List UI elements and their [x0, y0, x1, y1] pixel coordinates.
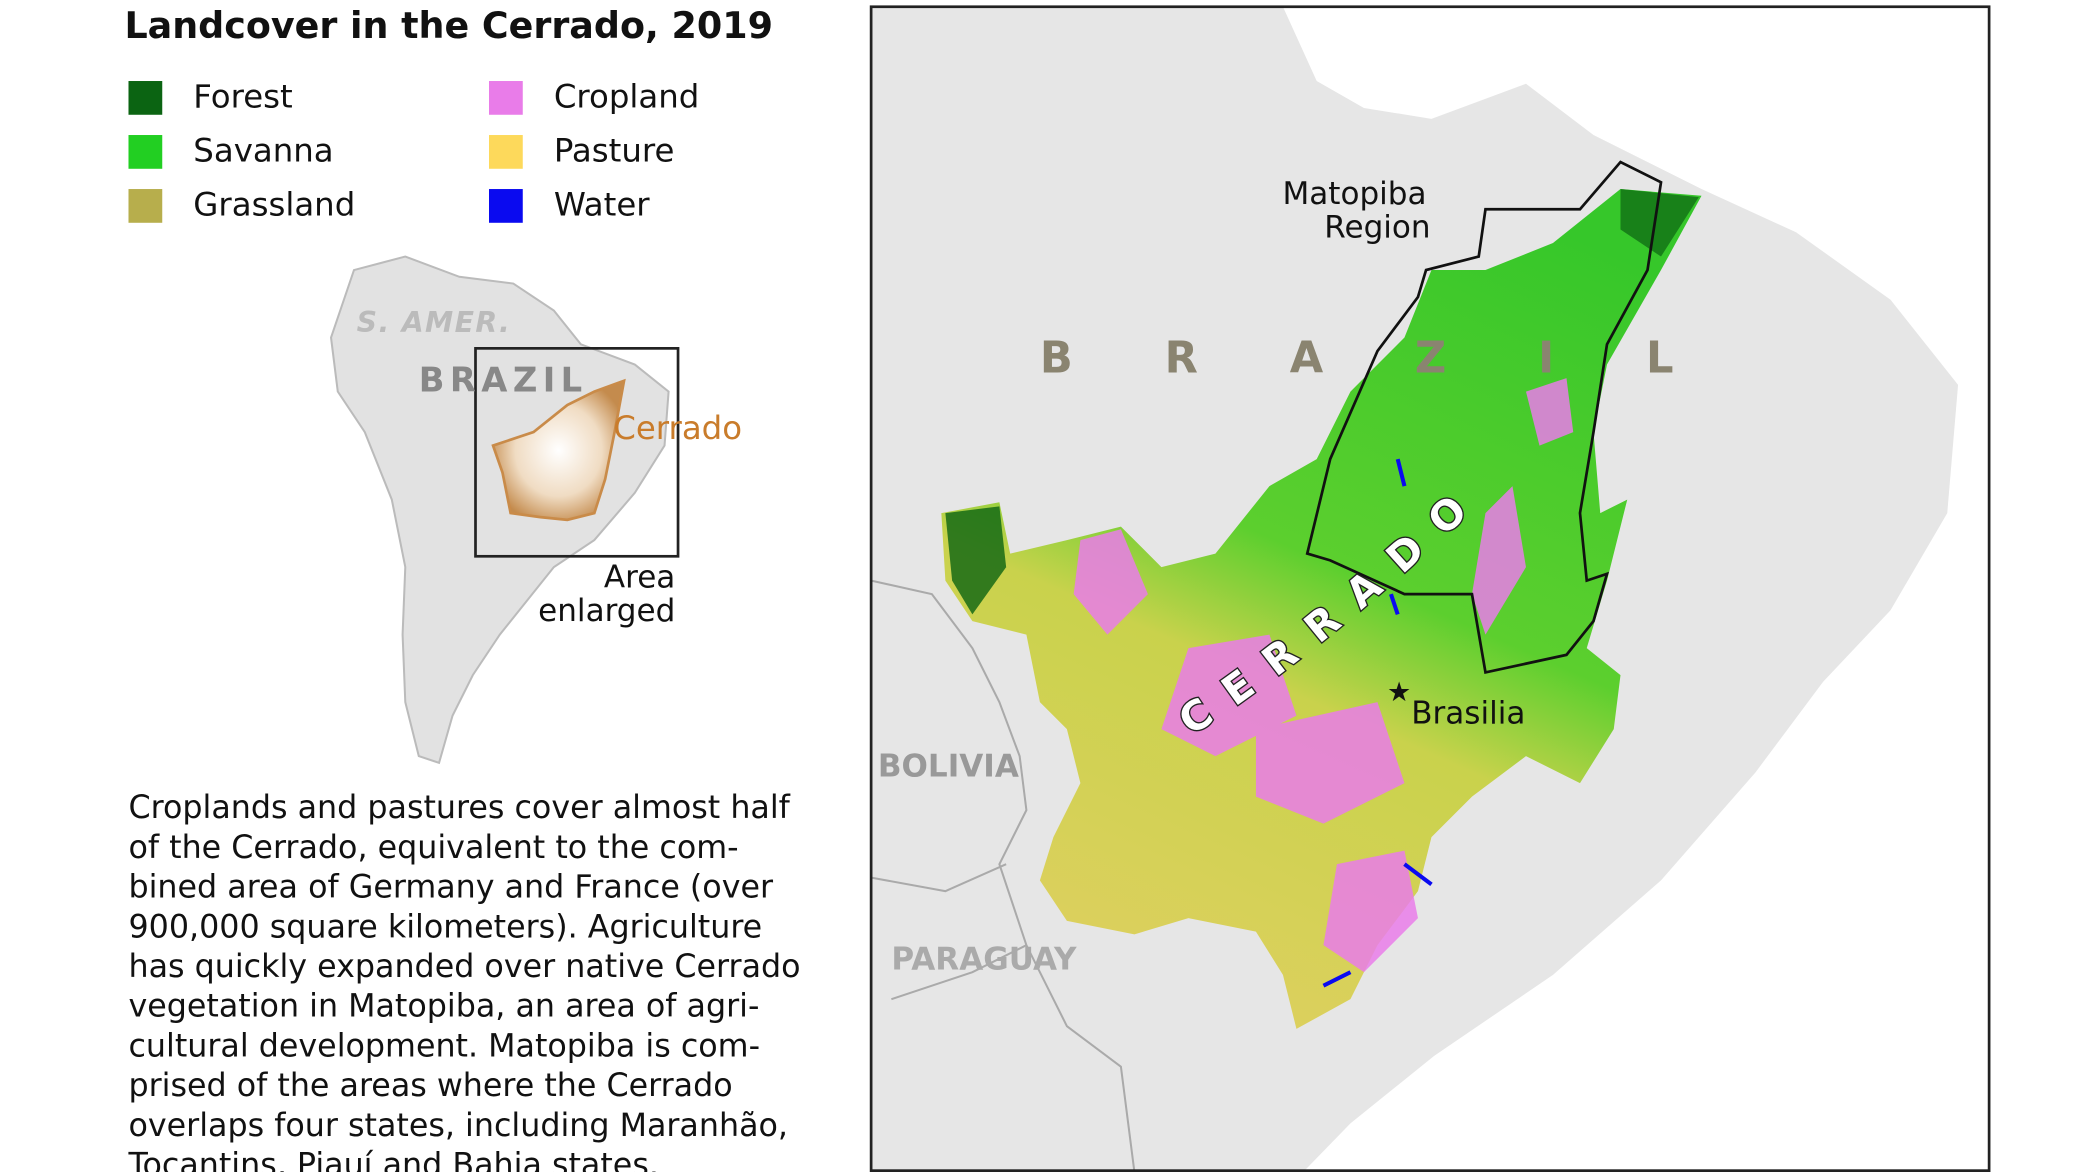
forest-patch: [1620, 189, 1699, 257]
legend-label: Water: [554, 186, 650, 224]
box-label: Area: [604, 559, 675, 595]
description-line: Croplands and pastures cover almost half: [128, 790, 790, 826]
title: Landcover in the Cerrado, 2019: [124, 4, 772, 47]
legend-swatch: [128, 189, 163, 223]
description-line: 900,000 square kilometers). Agriculture: [128, 909, 762, 945]
country-label: BRAZIL: [1040, 334, 1765, 384]
legend-swatch: [128, 81, 163, 115]
map-frame: [869, 5, 1991, 1172]
legend-swatch: [489, 81, 523, 115]
description-line: cultural development. Matopiba is com-: [128, 1028, 760, 1064]
description-line: bined area of Germany and France (over: [128, 870, 773, 906]
continent-label: S. AMER.: [357, 306, 511, 339]
legend-swatch: [489, 189, 523, 223]
legend-label: Forest: [193, 78, 292, 116]
neighbor-label: PARAGUAY: [891, 941, 1077, 977]
matopiba-outline: [1305, 160, 1663, 675]
water: [1322, 458, 1433, 988]
neighbor-label: BOLIVIA: [878, 748, 1019, 784]
description-line: prised of the areas where the Cerrado: [128, 1068, 732, 1104]
continent-shape: [329, 255, 670, 765]
legend-label: Cropland: [554, 78, 700, 116]
city-label: Brasilia: [1411, 696, 1525, 732]
capital-star: ★: [1387, 677, 1411, 708]
subregion-label: Region: [1324, 210, 1430, 246]
legend-swatch: [489, 135, 523, 169]
subregion-label: Matopiba: [1282, 176, 1426, 212]
box-label: enlarged: [538, 593, 675, 629]
description-line: vegetation in Matopiba, an area of agri-: [128, 989, 759, 1025]
border: [871, 579, 1136, 1171]
legend-label: Savanna: [193, 132, 333, 170]
inset-map: S. AMER. BRAZIL Cerrado Area enlarged: [329, 255, 742, 765]
legend: Forest Savanna Grassland Cropland Pasture Wat…: [128, 78, 699, 224]
description-line: of the Cerrado, equivalent to the com-: [128, 830, 738, 866]
cerrado-inset: [491, 378, 626, 522]
legend-label: Grassland: [193, 186, 355, 224]
region-label: Cerrado: [613, 409, 742, 447]
description-line: Tocantins, Piauí and Bahia states.: [127, 1148, 658, 1172]
legend-label: Pasture: [554, 132, 675, 170]
description: Croplands and pastures cover almost half…: [127, 790, 800, 1172]
enlarged-box: [474, 347, 680, 558]
cerrado: [941, 189, 1702, 1029]
forest-patch: [945, 506, 1007, 615]
country-label: BRAZIL: [419, 361, 588, 400]
border: [871, 863, 1027, 1001]
legend-swatch: [128, 135, 163, 169]
ocean: [1282, 6, 1990, 1171]
description-line: overlaps four states, including Maranhão…: [128, 1108, 788, 1144]
main-map: BRAZIL CERRADO Matopiba Region ★ Brasili…: [871, 6, 1990, 1171]
description-line: has quickly expanded over native Cerrado: [128, 949, 800, 985]
